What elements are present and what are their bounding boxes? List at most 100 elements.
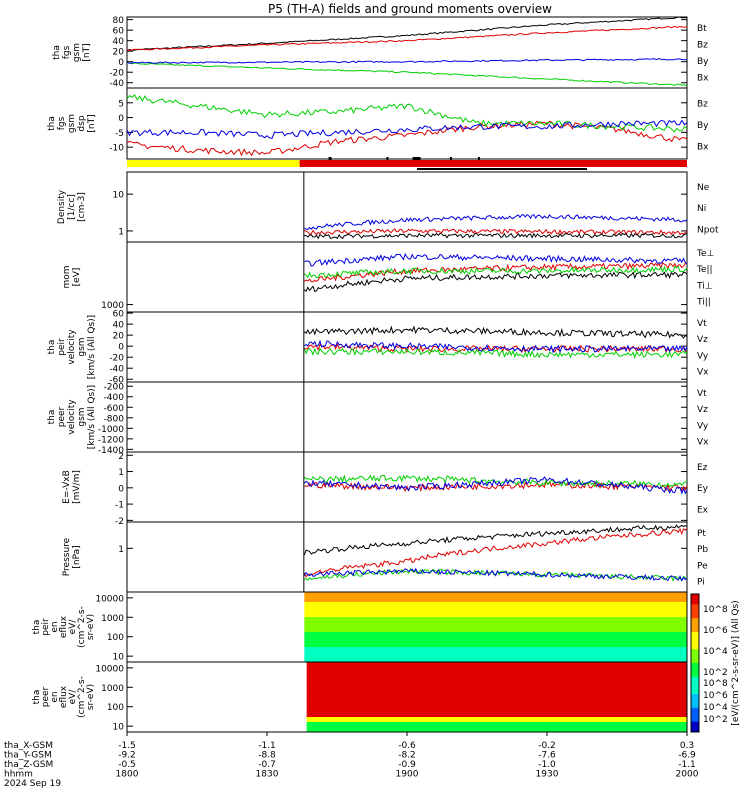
y-axis-label: tha xyxy=(32,620,42,635)
colorbar-segment xyxy=(691,628,699,633)
colorbar-segment xyxy=(691,707,699,712)
y-tick-label: -400 xyxy=(104,393,125,403)
y-tick-label: 0 xyxy=(118,484,124,494)
time-axis-row-label: tha_Y-GSM xyxy=(4,751,52,761)
colorbar-segment xyxy=(691,594,699,598)
y-tick-label: 10 xyxy=(113,191,125,201)
y-tick-label: -1400 xyxy=(98,446,124,456)
y-tick-label: 40 xyxy=(113,37,125,47)
legend-label: Vx xyxy=(697,368,709,378)
series-line-Ti xyxy=(304,252,688,267)
y-axis-label: tha xyxy=(47,116,57,131)
legend-label: Vx xyxy=(697,438,709,448)
series-line-Ni xyxy=(304,232,688,240)
series-line-Ne xyxy=(304,228,688,236)
legend-label: Ey xyxy=(697,484,709,494)
y-axis-label: velocity xyxy=(67,399,77,435)
y-tick-label: 1000 xyxy=(101,301,124,311)
y-tick-label: -1 xyxy=(115,501,124,511)
time-tick-label: -7.6 xyxy=(538,751,556,761)
colorbar-segment xyxy=(691,663,699,667)
panel-6 xyxy=(126,451,688,523)
y-tick-label: 1 xyxy=(118,468,124,478)
y-tick-label: 40 xyxy=(113,321,125,331)
colorbar-segment xyxy=(691,642,699,647)
spectrogram-band xyxy=(306,687,687,693)
y-axis-label: [km/s (All Qs)] xyxy=(87,315,97,379)
panel-frame xyxy=(126,87,688,160)
time-tick-label: 1900 xyxy=(396,770,419,780)
y-axis-label: sr-eV) xyxy=(86,684,96,710)
y-tick-label: 1 xyxy=(118,545,124,555)
spectrogram-band xyxy=(306,712,687,718)
y-axis-label: eV/ xyxy=(68,619,78,635)
series-line-By xyxy=(126,93,688,133)
colorbar-segment xyxy=(691,673,699,678)
y-tick-label: 80 xyxy=(113,16,125,26)
time-tick-label: -1.1 xyxy=(678,760,696,770)
y-tick-label: 10000 xyxy=(95,594,124,604)
panel-0 xyxy=(126,16,688,89)
panel-5 xyxy=(126,381,688,453)
time-tick-label: -9.2 xyxy=(118,751,136,761)
y-tick-label: -10 xyxy=(109,144,124,154)
colorbar-segment xyxy=(691,614,699,619)
y-axis-label: en xyxy=(50,691,60,702)
legend-label: Vz xyxy=(697,335,708,345)
colorbar-segment xyxy=(691,611,699,616)
legend-label: Ex xyxy=(697,505,709,515)
colorbar-segment xyxy=(691,676,699,681)
y-tick-label: 20 xyxy=(113,48,125,58)
colorbar-segment xyxy=(691,645,699,650)
colorbar-segment xyxy=(691,635,699,640)
colorbar-segment xyxy=(691,690,699,695)
spectrogram-0 xyxy=(126,591,688,663)
y-axis-label: [mV/m] xyxy=(72,470,82,504)
spectrogram-band xyxy=(304,657,687,663)
y-axis-label: velocity xyxy=(67,329,77,365)
date-label: 2024 Sep 19 xyxy=(4,779,61,789)
series-line-Bz xyxy=(126,25,688,51)
legend-label: Pt xyxy=(697,529,706,539)
time-tick-label: -0.9 xyxy=(398,760,416,770)
time-tick-label: 1830 xyxy=(256,770,279,780)
colorbar-segment xyxy=(691,618,699,623)
y-tick-label: -2 xyxy=(115,517,124,527)
series-line-Pi xyxy=(303,567,688,582)
time-tick-label: -8.2 xyxy=(398,751,416,761)
spectrogram-band xyxy=(304,612,687,618)
time-tick-label: -0.7 xyxy=(258,760,276,770)
time-tick-label: 1930 xyxy=(536,770,559,780)
y-axis-label: E=-VxB xyxy=(62,470,72,504)
spectrogram-band xyxy=(306,677,687,683)
colorbar-segment xyxy=(691,683,699,688)
status-mark xyxy=(417,168,587,170)
spectrogram-band xyxy=(304,647,687,653)
y-tick-label: -800 xyxy=(104,414,125,424)
time-tick-label: -1.1 xyxy=(258,741,276,751)
colorbar-segment xyxy=(691,718,699,723)
spectrogram-band xyxy=(304,642,687,648)
legend-label: Vy xyxy=(697,351,709,361)
time-axis xyxy=(126,732,688,736)
colorbar-label: [eV/(cm^2-s-sr-eV)] (All Qs) xyxy=(731,600,741,725)
legend-label: Pe xyxy=(697,561,708,571)
colorbar-segment xyxy=(691,694,699,698)
colorbar-segment xyxy=(691,728,699,733)
y-axis-label: peer xyxy=(41,686,51,707)
y-tick-label: -5 xyxy=(115,129,124,139)
time-axis-row-label: hhmm xyxy=(4,770,33,780)
y-tick-label: 0 xyxy=(118,343,124,353)
y-axis-label: tha xyxy=(32,690,42,705)
spectrogram-band xyxy=(304,652,687,658)
panel-frame xyxy=(126,381,688,453)
panel-4 xyxy=(126,311,688,383)
spectrogram-band xyxy=(304,602,687,608)
y-axis-label: (cm^2-s- xyxy=(77,676,87,718)
y-tick-label: 1000 xyxy=(101,684,124,694)
spectrogram-band xyxy=(306,707,687,713)
y-tick-label: -20 xyxy=(109,354,124,364)
colorbar-segment xyxy=(691,621,699,626)
spectrogram-band xyxy=(304,622,687,628)
